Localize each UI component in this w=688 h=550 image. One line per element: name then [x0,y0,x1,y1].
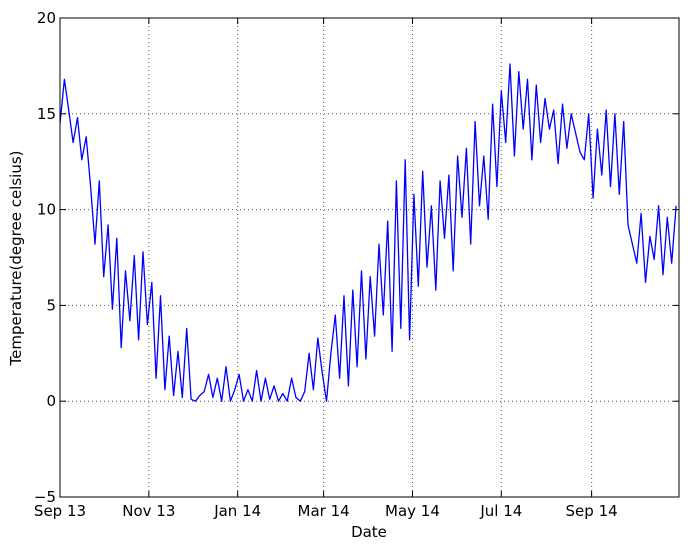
y-tick-labels: −5 0 5 10 15 20 [34,9,56,506]
x-tick-label: Jan 14 [213,502,261,520]
series-layer [60,63,677,402]
y-tick-label: 5 [46,296,56,314]
y-tick-label: 0 [46,392,56,410]
tick-marks [59,17,679,498]
x-tick-label: May 14 [385,502,440,520]
y-tick-label: 10 [37,201,56,219]
y-tick-label: 15 [37,105,56,123]
y-tick-label: 20 [37,9,56,27]
x-tick-label: Nov 13 [122,502,175,520]
x-tick-label: Jul 14 [479,502,522,520]
y-axis-label: Temperature(degree celsius) [7,150,25,366]
x-tick-label: Sep 14 [566,502,618,520]
x-tick-labels: Sep 13 Nov 13 Jan 14 Mar 14 May 14 Jul 14 Sep … [34,502,618,520]
y-tick-label: −5 [34,488,56,506]
x-axis-label: Date [351,523,387,541]
series-line [60,63,677,402]
x-tick-label: Mar 14 [298,502,350,520]
plot-frame [59,17,680,498]
x-tick-label: Sep 13 [34,502,86,520]
